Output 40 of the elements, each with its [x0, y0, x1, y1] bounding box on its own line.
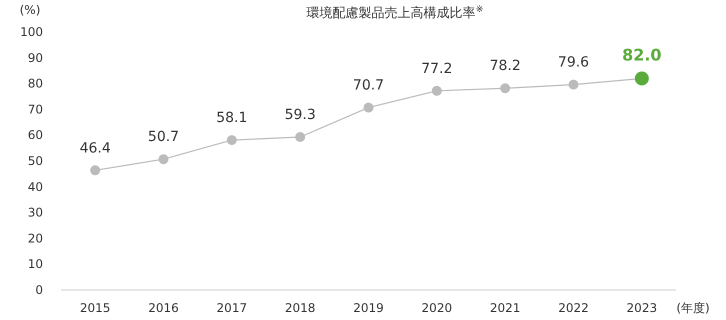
point — [432, 86, 442, 96]
y-tick-label: 10 — [28, 257, 43, 272]
y-tick-label: 70 — [28, 102, 43, 116]
data-label: 82.0 — [622, 45, 662, 64]
data-label: 77.2 — [421, 60, 452, 77]
data-label: 50.7 — [148, 129, 180, 146]
point — [364, 102, 374, 113]
y-tick-label: 50 — [28, 154, 43, 168]
y-axis-title: (%) — [20, 3, 40, 17]
data-label: 70.7 — [352, 78, 384, 94]
x-tick-label: 2017 — [216, 301, 248, 315]
y-tick-label: 0 — [35, 283, 43, 297]
data-label: 78.2 — [490, 58, 521, 74]
x-tick-label: 2015 — [80, 301, 110, 315]
point — [90, 165, 100, 176]
data-label: 46.4 — [80, 140, 111, 156]
y-tick-label: 20 — [28, 231, 43, 246]
y-tick-label: 30 — [28, 206, 43, 220]
x-tick-label: 2023 — [626, 301, 658, 315]
point — [158, 154, 168, 164]
x-tick-label: 2019 — [353, 301, 384, 315]
y-tick-label: 40 — [28, 180, 43, 194]
y-tick-label: 80 — [28, 76, 43, 91]
y-tick-label: 60 — [28, 128, 43, 142]
y-tick-label: 100 — [20, 25, 43, 39]
x-tick-label: 2016 — [148, 301, 179, 315]
chart-title: 環境配慮製品売上高構成比率$^{※}$ — [306, 5, 484, 21]
point — [226, 135, 237, 146]
point — [568, 80, 578, 90]
x-tick-label: 2020 — [422, 301, 452, 315]
x-tick-label: 2021 — [490, 301, 520, 315]
data-label: 59.3 — [284, 107, 316, 124]
data-label: 79.6 — [558, 54, 590, 71]
point — [295, 132, 306, 142]
y-tick-label: 90 — [28, 50, 43, 65]
point — [500, 83, 510, 94]
x-tick-label: 2022 — [558, 301, 589, 315]
data-label: 58.1 — [216, 110, 248, 126]
x-tick-label: 2018 — [284, 301, 316, 315]
x-axis-title: (年度) — [676, 301, 710, 315]
